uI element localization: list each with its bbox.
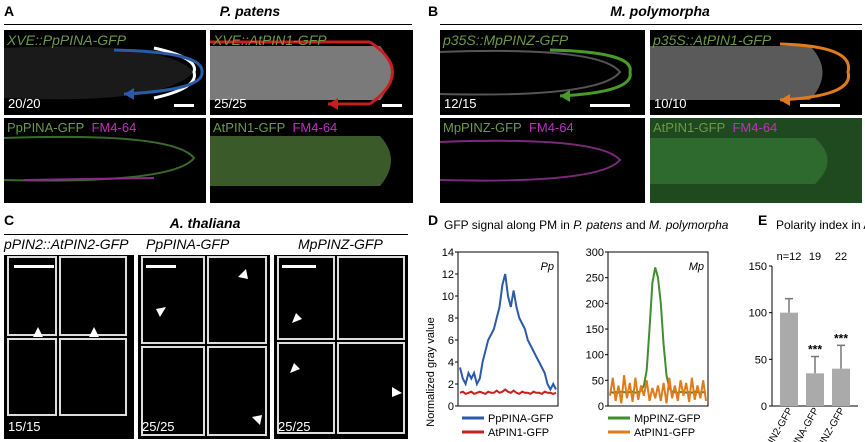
chart-annotation: Mp (689, 261, 704, 273)
panel-c-caption-3: MpPINZ-GFP (298, 236, 383, 252)
y-tick-label: 100 (586, 350, 604, 362)
chart-d-left: 0 2 4 6 8 10 12 14 Pp (442, 247, 559, 413)
y-tick-label: 4 (448, 357, 454, 369)
count: 15/15 (8, 419, 41, 434)
significance-label: *** (834, 331, 848, 345)
panel-a-rule (4, 24, 412, 25)
count: 25/25 (278, 419, 311, 434)
chart-annotation: Pp (541, 261, 554, 273)
series-line (609, 375, 707, 404)
scale-bar (14, 265, 54, 268)
y-tick-label: 0 (598, 401, 604, 413)
panel-d-title: GFP signal along PM in P. patens and M. … (444, 218, 729, 232)
count: 10/10 (654, 96, 687, 111)
y-tick-label: 8 (448, 313, 454, 325)
count: 12/15 (444, 96, 477, 111)
panel-c-rule (4, 234, 408, 235)
count: 25/25 (142, 419, 175, 434)
y-tick-label: 0 (448, 401, 454, 413)
micrograph-a-top-right: XVE::AtPIN1-GFP 25/25 (210, 30, 413, 115)
panel-letter-c: C (4, 212, 15, 228)
panel-b-rule (440, 24, 862, 25)
micrograph-b-bottom-left: MpPINZ-GFP FM4-64 (440, 118, 645, 203)
legend-label: PpPINA-GFP (488, 413, 553, 425)
bar (832, 368, 850, 406)
y-tick-label: 2 (448, 379, 454, 391)
label-magenta: FM4-64 (292, 120, 338, 135)
plot-frame (457, 251, 559, 407)
caption: p35S::MpPINZ-GFP (443, 32, 569, 48)
y-tick-label: 50 (592, 375, 604, 387)
y-tick-label: 100 (749, 308, 767, 320)
chart-e-bars: 050100150n=12AtPIN2-GFP19***PpPINA-GFP22… (749, 251, 858, 442)
n-label: 19 (809, 251, 821, 263)
chart-e: 050100150n=12AtPIN2-GFP19***PpPINA-GFP22… (749, 251, 858, 442)
y-tick-label: 300 (586, 247, 604, 259)
y-tick-label: 250 (586, 273, 604, 285)
panel-c-title: A. thaliana (169, 215, 241, 231)
chart-d-right-plot: 0 50 100 150 200 250 300 Mp (586, 247, 709, 413)
chart-d: Normalized gray value 0 2 4 6 8 10 12 14 Pp (425, 247, 559, 427)
label-magenta: FM4-64 (528, 120, 574, 135)
label-green: AtPIN1-GFP (213, 120, 286, 135)
panel-letter-b: B (428, 3, 439, 19)
panel-e-title: Polarity index in At (%) (776, 218, 865, 232)
panel-c-caption-2: PpPINA-GFP (146, 236, 230, 252)
y-tick-label: 14 (442, 247, 454, 259)
legend-label: MpPINZ-GFP (634, 413, 701, 425)
scale-bar (590, 104, 630, 107)
series-line (459, 273, 557, 392)
micrograph-b-top-right: p35S::AtPIN1-GFP 10/10 (650, 30, 862, 115)
y-tick-label: 150 (586, 324, 604, 336)
y-tick-label: 6 (448, 335, 454, 347)
label-green: AtPIN1-GFP (653, 120, 726, 135)
panel-letter-d: D (428, 212, 439, 228)
legend-label: AtPIN1-GFP (634, 427, 695, 439)
significance-label: *** (808, 343, 822, 357)
series-line (459, 388, 557, 396)
bar (806, 373, 824, 406)
micrograph-b-top-left: p35S::MpPINZ-GFP 12/15 (440, 30, 645, 115)
y-tick-label: 50 (755, 354, 767, 366)
caption: p35S::AtPIN1-GFP (653, 32, 772, 48)
panel-a-title: P. patens (219, 3, 281, 19)
scale-bar (146, 265, 176, 268)
micrograph-c-2: 25/25 (138, 255, 270, 439)
caption: XVE::AtPIN1-GFP (213, 32, 327, 48)
series-line (609, 267, 707, 394)
micrograph-a-bottom-right: AtPIN1-GFP FM4-64 (210, 118, 413, 203)
label-green: PpPINA-GFP (7, 120, 85, 135)
panel-letter-e: E (758, 212, 768, 228)
micrograph-a-top-left: XVE::PpPINA-GFP 20/20 (4, 30, 206, 115)
y-tick-label: 0 (761, 401, 767, 413)
panel-b-title: M. polymorpha (610, 3, 710, 19)
scale-bar (282, 265, 316, 268)
count: 25/25 (214, 96, 247, 111)
micrograph-c-1: 15/15 (4, 255, 134, 439)
panel-letter-a: A (4, 3, 15, 19)
micrograph-a-bottom-left: PpPINA-GFP FM4-64 (4, 118, 206, 203)
scale-bar (382, 104, 402, 107)
label-magenta: FM4-64 (732, 120, 778, 135)
label-green: MpPINZ-GFP (443, 120, 522, 135)
chart-d-legend-items: PpPINA-GFP AtPIN1-GFP MpPINZ-GFP AtPIN1-GFP (462, 413, 701, 439)
y-tick-label: 150 (749, 261, 767, 273)
y-tick-label: 200 (586, 298, 604, 310)
n-label: 22 (835, 251, 847, 263)
scale-bar (800, 104, 840, 107)
chart-d-overlay: 0 50 100 150 200 250 300 Mp PpPINA-GFP AtPIN1-GF… (462, 247, 709, 439)
scale-bar (174, 104, 194, 107)
panel-c-caption-1: pPIN2::AtPIN2-GFP (4, 236, 129, 252)
n-label: n=12 (777, 251, 802, 263)
label-magenta: FM4-64 (91, 120, 137, 135)
y-tick-label: 10 (442, 291, 454, 303)
micrograph-c-3: 25/25 (274, 255, 408, 439)
micrograph-b-bottom-right: AtPIN1-GFP FM4-64 (650, 118, 862, 203)
caption: XVE::PpPINA-GFP (7, 32, 127, 48)
legend-label: AtPIN1-GFP (488, 427, 549, 439)
chart-d-ylabel: Normalized gray value (425, 317, 437, 426)
count: 20/20 (8, 96, 41, 111)
y-tick-label: 12 (442, 269, 454, 281)
bar (780, 312, 798, 406)
